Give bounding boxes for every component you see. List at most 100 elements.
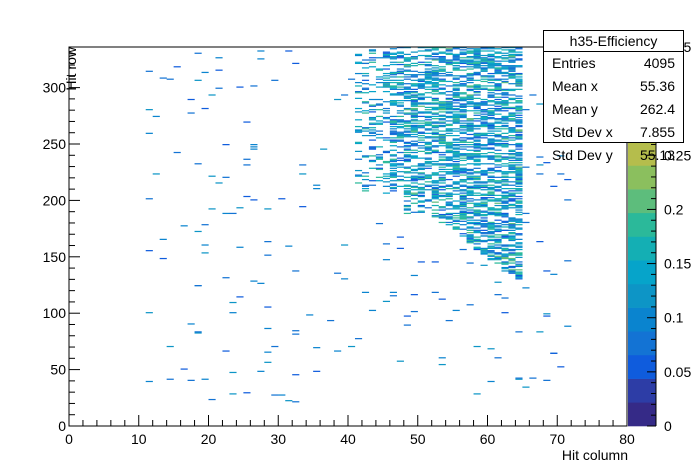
heatmap-cell — [431, 164, 439, 166]
heatmap-cell — [375, 123, 384, 125]
heatmap-cell — [361, 178, 370, 181]
heatmap-cell — [438, 158, 446, 160]
heatmap-cell — [424, 160, 432, 163]
heatmap-cell — [438, 138, 446, 140]
heatmap-cell — [515, 278, 523, 280]
heatmap-cell — [431, 81, 439, 84]
heatmap-cell — [354, 142, 363, 145]
heatmap-cell — [508, 74, 516, 76]
heatmap-cell — [480, 119, 488, 121]
heatmap-cell — [403, 130, 411, 132]
heatmap-cell — [501, 204, 509, 207]
heatmap-cell — [466, 125, 474, 128]
heatmap-cell — [368, 122, 377, 124]
heatmap-cell — [459, 218, 467, 220]
heatmap-cell — [368, 59, 377, 61]
heatmap-cell — [501, 201, 509, 203]
heatmap-cell — [452, 155, 460, 157]
heatmap-cell — [382, 90, 391, 93]
heatmap-cell — [438, 174, 446, 176]
heatmap-cell — [473, 53, 481, 55]
heatmap-cell — [250, 148, 258, 150]
heatmap-cell — [396, 94, 404, 96]
heatmap-cell — [452, 68, 460, 70]
heatmap-cell — [494, 259, 502, 261]
heatmap-cell — [508, 137, 516, 139]
heatmap-cell — [515, 120, 523, 122]
heatmap-cell — [403, 176, 411, 178]
heatmap-cell — [250, 146, 258, 148]
heatmap-cell — [431, 65, 439, 67]
heatmap-cell — [466, 221, 474, 224]
heatmap-cell — [466, 130, 474, 132]
heatmap-cell — [417, 124, 425, 127]
heatmap-cell — [459, 140, 467, 142]
heatmap-cell — [466, 86, 474, 88]
heatmap-cell — [508, 250, 516, 252]
heatmap-cell — [501, 138, 509, 140]
heatmap-cell — [473, 66, 481, 68]
heatmap-cell — [487, 157, 495, 159]
heatmap-cell — [508, 162, 516, 164]
heatmap-cell — [403, 154, 411, 156]
heatmap-cell — [452, 158, 460, 160]
heatmap-cell — [515, 242, 523, 244]
heatmap-cell — [417, 85, 425, 87]
heatmap-cell — [459, 47, 467, 49]
heatmap-cell — [515, 243, 523, 245]
heatmap-cell — [480, 185, 488, 187]
heatmap-cell — [501, 157, 509, 159]
heatmap-cell — [459, 154, 467, 156]
heatmap-cell — [382, 83, 391, 85]
heatmap-cell — [445, 198, 453, 200]
heatmap-cell — [501, 92, 509, 94]
heatmap-cell — [452, 226, 460, 228]
heatmap-cell — [410, 133, 418, 136]
heatmap-cell — [403, 171, 411, 173]
heatmap-cell — [382, 150, 391, 152]
heatmap-cell — [445, 129, 453, 131]
y-tick-label: 100 — [43, 305, 67, 321]
heatmap-cell — [501, 49, 509, 51]
heatmap-cell — [438, 58, 446, 60]
heatmap-cell — [508, 102, 516, 104]
heatmap-cell — [410, 75, 418, 77]
heatmap-cell — [466, 78, 474, 80]
heatmap-cell — [466, 110, 474, 112]
heatmap-cell — [452, 113, 460, 115]
heatmap-cell — [264, 361, 272, 363]
heatmap-cell — [494, 128, 502, 130]
heatmap-cell — [487, 172, 495, 174]
heatmap-cell — [466, 85, 474, 87]
heatmap-cell — [438, 68, 446, 70]
heatmap-cell — [417, 86, 425, 88]
heatmap-cell — [487, 134, 495, 137]
heatmap-cell — [494, 171, 502, 173]
heatmap-cell — [410, 94, 418, 96]
heatmap-cell — [264, 254, 272, 256]
heatmap-cell — [187, 379, 195, 381]
heatmap-cell — [424, 207, 432, 209]
heatmap-cell — [459, 85, 467, 87]
heatmap-cell — [536, 173, 544, 175]
heatmap-cell — [438, 109, 446, 111]
heatmap-cell — [445, 132, 453, 134]
heatmap-cell — [466, 155, 474, 157]
heatmap-cell — [452, 167, 460, 169]
heatmap-cell — [396, 100, 404, 102]
heatmap-cell — [473, 86, 481, 88]
heatmap-cell — [459, 60, 467, 62]
heatmap-cell — [438, 134, 446, 137]
heatmap-cell — [459, 164, 467, 166]
heatmap-cell — [396, 132, 404, 134]
heatmap-cell — [396, 140, 404, 142]
heatmap-cell — [452, 141, 460, 143]
heatmap-cell — [494, 136, 502, 138]
heatmap-cell — [508, 144, 516, 146]
heatmap-cell — [445, 212, 453, 215]
heatmap-cell — [466, 66, 474, 68]
heatmap-cell — [487, 212, 495, 215]
heatmap-cell — [229, 212, 237, 215]
heatmap-cell — [445, 59, 453, 61]
heatmap-cell — [403, 93, 411, 95]
